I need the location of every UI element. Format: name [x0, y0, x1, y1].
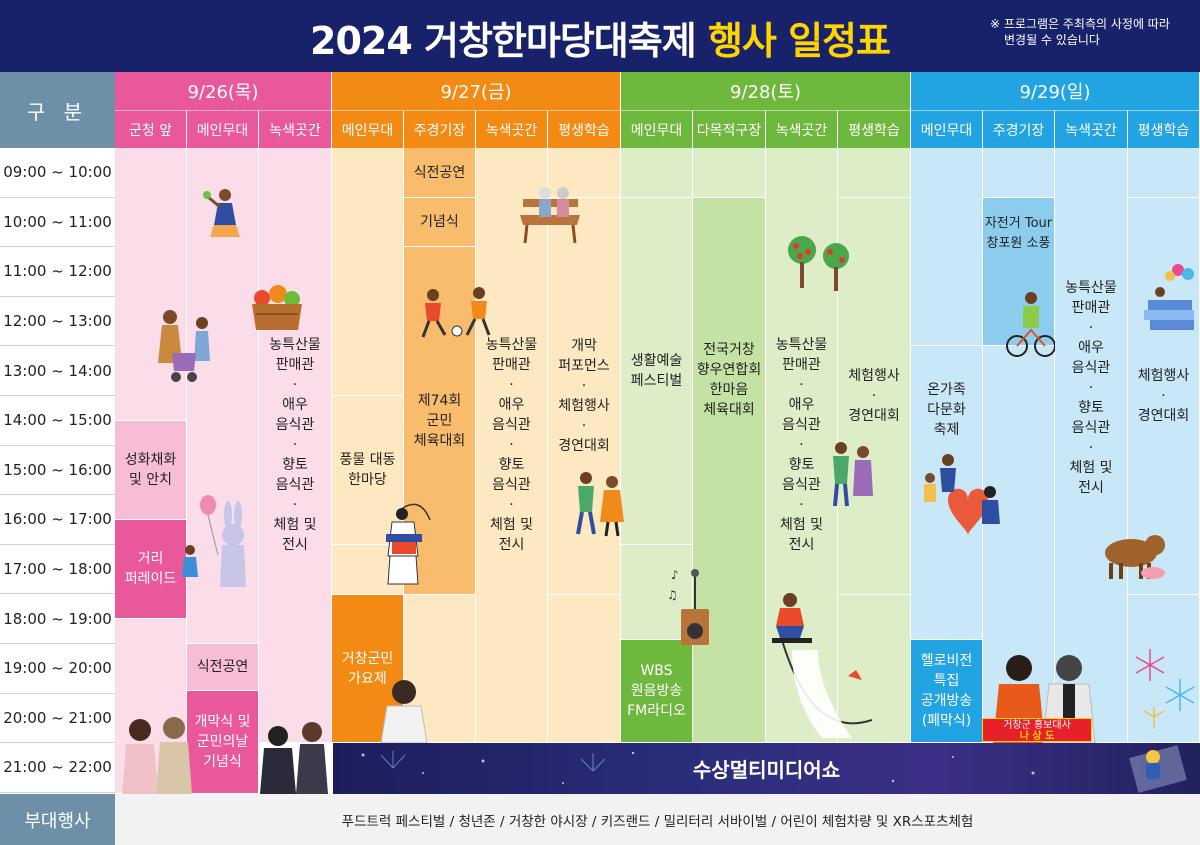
- empty-slot: [983, 148, 1055, 198]
- day-header-0929: 9/29(일): [911, 72, 1200, 110]
- multimedia-show-label: 수상멀티미디어쇼: [692, 758, 841, 782]
- ambassador-title: 거창군 홍보대사: [1003, 720, 1071, 731]
- venue-header: 다목적구장: [693, 110, 766, 148]
- empty-slot: [693, 148, 766, 198]
- event-torch-lighting: 성화채화 및 안치: [115, 421, 187, 520]
- venue-header: 녹색곳간: [1055, 110, 1128, 148]
- venue-header: 메인무대: [332, 110, 404, 148]
- notice-line-2: 변경될 수 있습니다: [1004, 33, 1100, 47]
- time-slot: 10:00 ~ 11:00: [0, 197, 115, 248]
- event-street-parade: 거리 퍼레이드: [115, 520, 187, 619]
- soccer-players-icon: [421, 287, 491, 338]
- svg-text:♪: ♪: [671, 568, 679, 582]
- walking-couple-icon: [576, 472, 624, 537]
- time-slot: 12:00 ~ 13:00: [0, 296, 115, 347]
- elderly-couple-icon: [520, 187, 580, 244]
- event-arts-festival: 생활예술 페스티벌: [621, 198, 693, 545]
- heart-family-icon: [924, 454, 1000, 535]
- footer-label: 부대행사: [0, 794, 115, 845]
- couple-icon: [833, 442, 873, 507]
- event-pre-performance: 식전공연: [187, 644, 259, 691]
- venue-header: 메인무대: [187, 110, 259, 148]
- apple-tree-icon: [788, 236, 849, 291]
- notice-line-1: ※ 프로그램은 주최측의 사정에 따라: [990, 17, 1170, 31]
- event-pungmul: 풍물 대동 한마당: [332, 396, 404, 545]
- event-bike-tour: 자전거 Tour 창포원 소풍: [983, 198, 1055, 346]
- grid-label: 구 분: [0, 72, 115, 148]
- time-slot: 21:00 ~ 22:00: [0, 743, 115, 793]
- venue-header: 메인무대: [621, 110, 693, 148]
- ambassador-badge: 거창군 홍보대사 나 상 도: [982, 718, 1092, 742]
- event-green-barn: 농특산물 판매관 · 애우 음식관 · 향토 음식관 · 체험 및 전시: [1055, 148, 1128, 743]
- svg-text:♫: ♫: [667, 588, 678, 602]
- time-slot: 16:00 ~ 17:00: [0, 495, 115, 545]
- ambassador-name: 나 상 도: [1019, 731, 1055, 742]
- venue-header: 주경기장: [983, 110, 1055, 148]
- empty-slot: [621, 148, 693, 198]
- books-balloons-icon: [1144, 264, 1194, 330]
- event-hometown-sports: 전국거창 향우연합회 한마음 체육대회: [693, 198, 766, 743]
- venue-header: 평생학습: [838, 110, 911, 148]
- fireworks-icon: [361, 745, 1187, 793]
- time-slot: 15:00 ~ 16:00: [0, 445, 115, 496]
- performer-photo: [260, 722, 328, 794]
- event-green-barn: 농특산물 판매관 · 애우 음식관 · 향토 음식관 · 체험 및 전시: [476, 148, 548, 743]
- event-lifelong-learning: 개막 퍼포먼스 · 체험행사 · 경연대회: [548, 198, 621, 595]
- notice-text: ※ 프로그램은 주최측의 사정에 따라 변경될 수 있습니다: [990, 16, 1200, 48]
- event-multimedia-show: 수상멀티미디어쇼: [333, 743, 1200, 794]
- event-wbs-radio: WBS 원음방송 FM라디오: [621, 640, 693, 743]
- flyboard-icon: [772, 593, 872, 738]
- time-slot: 19:00 ~ 20:00: [0, 644, 115, 694]
- rabbit-mascot-icon: [182, 495, 246, 587]
- venue-header: 녹색곳간: [476, 110, 548, 148]
- day-header-0928: 9/28(토): [621, 72, 911, 110]
- event-hellovision: 헬로비전 특집 공개방송 (폐막식): [911, 640, 983, 743]
- produce-crate-icon: [252, 285, 302, 330]
- empty-slot: [911, 148, 983, 346]
- event-song-festival: 거창군민 가요제: [332, 595, 404, 743]
- title-main: 2024 거창한마당대축제: [310, 19, 697, 63]
- time-slot: 20:00 ~ 21:00: [0, 693, 115, 744]
- cow-icon: [1105, 535, 1165, 579]
- empty-slot: [332, 148, 404, 396]
- day-header-0927: 9/27(금): [332, 72, 621, 110]
- speaker-microphone-icon: ♪ ♫: [667, 568, 709, 645]
- fireworks-icon: [1135, 649, 1195, 729]
- event-commemoration: 기념식: [404, 198, 476, 247]
- time-slot: 18:00 ~ 19:00: [0, 594, 115, 644]
- time-slot: 11:00 ~ 12:00: [0, 247, 115, 297]
- empty-slot: [838, 148, 911, 198]
- dancing-woman-icon: [203, 189, 240, 237]
- venue-header: 평생학습: [1128, 110, 1200, 148]
- page-title: 2024 거창한마당대축제 행사 일정표: [0, 10, 1200, 65]
- header-banner: 2024 거창한마당대축제 행사 일정표 ※ 프로그램은 주최측의 사정에 따라…: [0, 0, 1200, 72]
- venue-header: 녹색곳간: [766, 110, 838, 148]
- venue-header: 평생학습: [548, 110, 621, 148]
- footer-text: 푸드트럭 페스티벌 / 청년존 / 거창한 야시장 / 키즈랜드 / 밀리터리 …: [115, 794, 1200, 845]
- time-slot: 14:00 ~ 15:00: [0, 396, 115, 446]
- performer-photo: [380, 680, 428, 743]
- drummer-dancer-icon: [386, 503, 431, 585]
- day-header-0926: 9/26(목): [115, 72, 332, 110]
- empty-slot: [1128, 148, 1200, 198]
- empty-slot: [548, 595, 621, 743]
- venue-header: 메인무대: [911, 110, 983, 148]
- performer-photo: [122, 717, 192, 794]
- venue-header: 주경기장: [404, 110, 476, 148]
- venue-header: 녹색곳간: [259, 110, 332, 148]
- event-pre-performance: 식전공연: [404, 148, 476, 198]
- cyclist-icon: [1006, 292, 1055, 357]
- title-highlight: 행사 일정표: [707, 19, 891, 63]
- event-green-barn: 농특산물 판매관 · 애우 음식관 · 향토 음식관 · 체험 및 전시: [259, 148, 332, 743]
- time-slot: 17:00 ~ 18:00: [0, 544, 115, 595]
- empty-slot: [838, 595, 911, 743]
- time-slot: 13:00 ~ 14:00: [0, 346, 115, 396]
- time-slot: 09:00 ~ 10:00: [0, 148, 115, 198]
- venue-header: 군청 앞: [115, 110, 187, 148]
- event-lifelong-learning: 체험행사 · 경연대회: [838, 198, 911, 595]
- family-stroller-icon: [158, 310, 210, 382]
- event-opening-ceremony: 개막식 및 군민의날 기념식: [187, 691, 259, 794]
- empty-slot: [1128, 595, 1200, 743]
